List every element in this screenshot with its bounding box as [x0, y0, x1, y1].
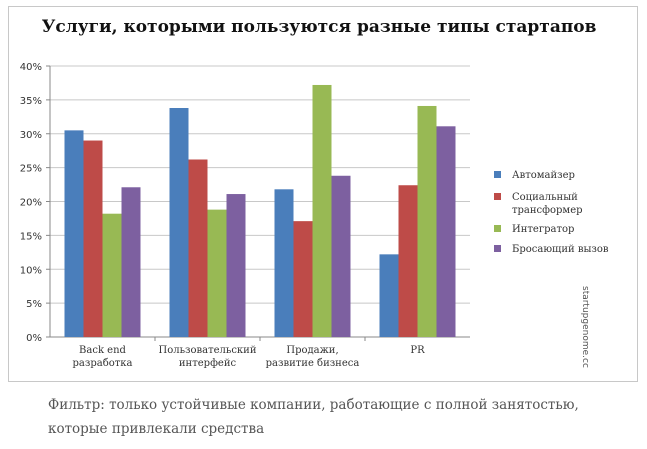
bars [64, 84, 456, 337]
bar [417, 105, 437, 337]
filter-footnote: Фильтр: только устойчивые компании, рабо… [48, 397, 579, 437]
bar [312, 84, 332, 337]
legend-label: Интегратор [512, 224, 574, 235]
bar [83, 140, 103, 337]
category-label: PR [410, 345, 425, 356]
y-tick-label: 15% [20, 231, 42, 242]
category-label: Back end разработка [73, 345, 133, 369]
bar [379, 254, 399, 337]
bar [169, 108, 189, 337]
y-tick-label: 20% [20, 198, 42, 209]
bar [436, 126, 456, 337]
y-tick-label: 25% [20, 164, 42, 175]
legend-swatch [494, 193, 501, 200]
category-label: Продажи, развитие бизнеса [266, 345, 360, 369]
bar [64, 130, 84, 337]
y-tick-label: 10% [20, 265, 42, 276]
bar [331, 175, 351, 337]
legend: Автомайзер Социальный трансформер Интеграто… [494, 170, 609, 255]
bar [102, 213, 122, 337]
y-tick-label: 35% [20, 96, 42, 107]
y-tick-label: 5% [26, 299, 42, 310]
chart-title: Услуги, которыми пользуются разные типы … [41, 17, 597, 37]
legend-swatch [494, 245, 501, 252]
category-label: Пользовательский интерфейс [158, 345, 256, 369]
bar [207, 209, 227, 337]
y-tick-label: 40% [20, 62, 42, 73]
y-tick-label: 30% [20, 130, 42, 141]
category-labels: Back end разработка Пользовательский интерф… [73, 345, 426, 369]
y-tick-label: 0% [26, 333, 42, 344]
legend-label: Бросающий вызов [512, 244, 609, 255]
bar [226, 194, 246, 337]
legend-label: Социальный трансформер [512, 192, 583, 216]
legend-swatch [494, 225, 501, 232]
bar [274, 189, 294, 337]
bar [293, 221, 313, 337]
bar [188, 159, 208, 337]
source-watermark: startupgenome.cc [580, 286, 590, 368]
bar [398, 185, 418, 337]
legend-swatch [494, 171, 501, 178]
legend-label: Автомайзер [512, 170, 575, 181]
bar [121, 187, 141, 337]
